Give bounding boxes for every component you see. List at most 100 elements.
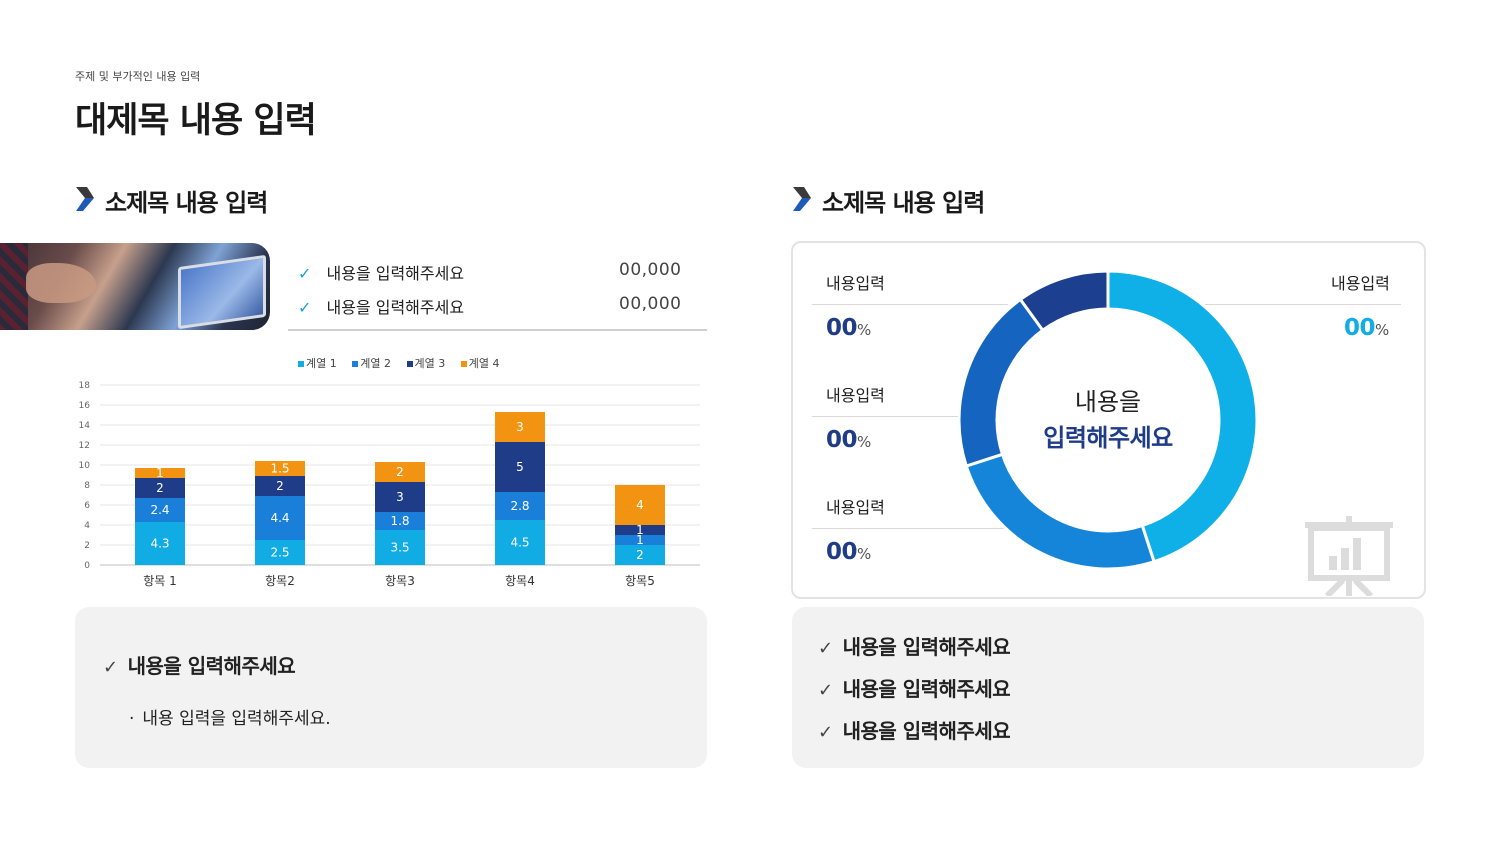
stat-value: 00% (826, 315, 871, 341)
checklist-item: ✓ 내용을 입력해주세요 (818, 677, 1011, 701)
x-tick-label: 항목3 (385, 574, 415, 588)
check-icon: ✓ (298, 264, 312, 283)
legend-item: 계열 2 (352, 357, 391, 370)
donut-slice (1018, 270, 1110, 333)
bar-segment (375, 462, 425, 482)
presentation-board-icon (1305, 516, 1393, 596)
bar-segment (615, 485, 665, 525)
info-box-bullet: · 내용 입력을 입력해주세요. (129, 709, 331, 729)
chevron-right-icon (793, 187, 811, 211)
data-label: 2.5 (270, 546, 289, 560)
data-label: 1 (636, 533, 644, 547)
bar-segment (135, 522, 185, 565)
left-section-heading: 소제목 내용 입력 (105, 189, 268, 217)
page-title: 대제목 내용 입력 (75, 101, 317, 141)
bar-segment (615, 535, 665, 545)
bar-segment (255, 476, 305, 496)
stat-value: 00% (1344, 315, 1389, 341)
data-label: 3 (396, 490, 404, 504)
data-label: 4.5 (510, 536, 529, 550)
header-subtitle: 주제 및 부가적인 내용 입력 (75, 70, 201, 83)
bar-segment (615, 545, 665, 565)
divider (1205, 304, 1401, 305)
chart-legend: 계열 1 계열 2 계열 3 계열 4 (298, 355, 500, 371)
y-tick-label: 0 (84, 561, 90, 571)
data-label: 3 (516, 420, 524, 434)
right-checklist-box: ✓ 내용을 입력해주세요 ✓ 내용을 입력해주세요 ✓ 내용을 입력해주세요 (792, 607, 1424, 768)
data-label: 4 (636, 498, 644, 512)
decorative-curve (0, 330, 40, 390)
check-icon: ✓ (103, 657, 118, 678)
item-value: 00,000 (619, 294, 682, 314)
legend-item: 계열 3 (406, 357, 445, 370)
data-label: 2 (636, 548, 644, 562)
chevron-right-icon (76, 187, 94, 211)
y-tick-label: 4 (84, 521, 90, 531)
stat-label: 내용입력 (826, 498, 885, 517)
checklist-item: ✓ 내용을 입력해주세요 (818, 719, 1011, 743)
donut-slice (964, 452, 1156, 570)
bar-segment (375, 482, 425, 512)
checklist-item: ✓ 내용을 입력해주세요 (818, 635, 1011, 659)
x-tick-label: 항목 1 (143, 574, 177, 588)
check-icon: ✓ (818, 722, 833, 743)
data-label: 1.5 (270, 462, 289, 476)
item-label: 내용을 입력해주세요 (326, 264, 465, 283)
data-label: 2 (396, 465, 404, 479)
bar-segment (495, 520, 545, 565)
legend-item: 계열 1 (298, 357, 337, 370)
x-tick-label: 항목2 (265, 574, 295, 588)
divider (288, 329, 707, 331)
donut-slice (1106, 270, 1258, 564)
y-tick-label: 14 (79, 421, 91, 431)
legend-item: 계열 4 (460, 357, 500, 370)
bar-segment (255, 461, 305, 476)
bar-segment (135, 478, 185, 498)
right-section-heading: 소제목 내용 입력 (822, 189, 985, 217)
divider (812, 528, 1008, 529)
x-tick-label: 항목4 (505, 574, 535, 588)
bar-segment (375, 530, 425, 565)
bar-segment (135, 498, 185, 522)
check-icon: ✓ (298, 298, 312, 317)
data-label: 2.8 (510, 499, 529, 513)
data-label: 1 (636, 523, 644, 537)
stat-label: 내용입력 (826, 274, 885, 293)
bar-segment (495, 412, 545, 442)
check-icon: ✓ (818, 680, 833, 701)
bar-segment (375, 512, 425, 530)
y-tick-label: 10 (79, 461, 91, 471)
item-label: 내용을 입력해주세요 (326, 298, 465, 317)
divider (812, 416, 958, 417)
list-item: ✓ 내용을 입력해주세요 (298, 260, 464, 284)
stat-label: 내용입력 (1331, 274, 1390, 293)
check-icon: ✓ (818, 638, 833, 659)
data-label: 1 (156, 466, 164, 480)
x-tick-label: 항목5 (625, 574, 655, 588)
list-item: ✓ 내용을 입력해주세요 (298, 294, 464, 318)
bar-segment (495, 442, 545, 492)
bar-segment (255, 540, 305, 565)
data-label: 4.3 (150, 537, 169, 551)
data-label: 2 (156, 481, 164, 495)
stat-label: 내용입력 (826, 386, 885, 405)
info-box-title: ✓ 내용을 입력해주세요 (103, 654, 296, 678)
meeting-photo (0, 243, 270, 330)
y-tick-label: 18 (79, 381, 91, 391)
data-label: 5 (516, 460, 524, 474)
divider (812, 304, 1008, 305)
bar-segment (135, 468, 185, 478)
y-tick-label: 8 (84, 481, 90, 491)
y-tick-label: 16 (79, 401, 91, 411)
bar-segment (615, 525, 665, 535)
data-label: 4.4 (270, 511, 289, 525)
data-label: 2 (276, 479, 284, 493)
bar-segment (255, 496, 305, 540)
item-value: 00,000 (619, 260, 682, 280)
bar-segment (495, 492, 545, 520)
y-tick-label: 2 (84, 541, 90, 551)
data-label: 1.8 (390, 514, 409, 528)
left-info-box: ✓ 내용을 입력해주세요 · 내용 입력을 입력해주세요. (75, 607, 707, 768)
donut-center-line1: 내용을 (1074, 388, 1142, 416)
donut-center-line2: 입력해주세요 (1043, 424, 1173, 452)
